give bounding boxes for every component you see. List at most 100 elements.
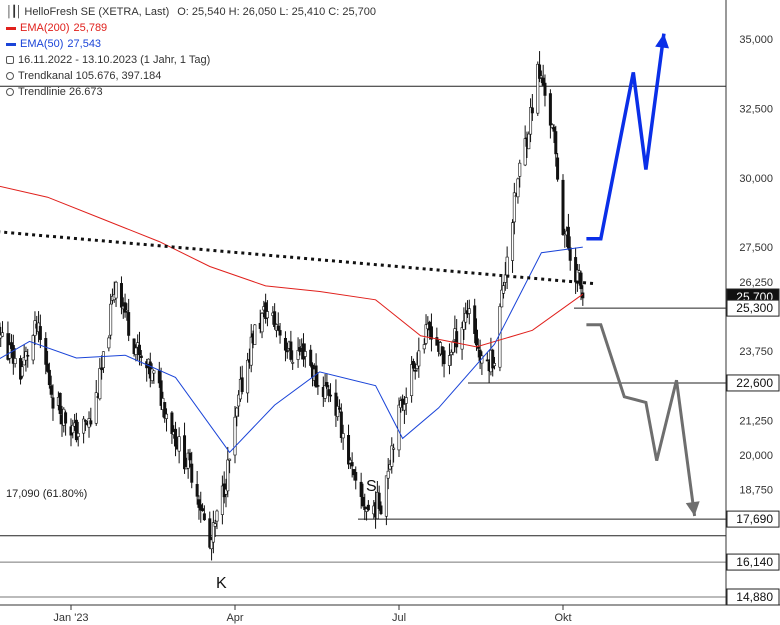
horizontal-levels [0, 85, 726, 598]
range-icon [6, 56, 14, 64]
candle-body [464, 313, 468, 323]
candle-body [348, 459, 352, 464]
candle-body [411, 361, 415, 369]
candle-body [233, 416, 237, 456]
candle-body [64, 412, 68, 424]
candle-body [58, 392, 62, 414]
candle-body [561, 179, 565, 235]
y-tick-label: 20,000 [739, 450, 773, 462]
candle-body [125, 310, 129, 312]
price-box-label: 25,300 [736, 301, 773, 315]
candle-body [109, 303, 113, 336]
candle-body [500, 289, 504, 308]
candle-body [246, 359, 250, 394]
candle-body [556, 157, 560, 180]
candle-body [502, 285, 506, 294]
price-box-frame [726, 299, 780, 317]
candle-body [476, 346, 480, 349]
candle-body [98, 368, 102, 400]
candle-body [397, 404, 401, 451]
candle-body [289, 341, 293, 360]
candle-body [165, 413, 169, 419]
candle-body [273, 311, 277, 327]
candle-body [291, 362, 295, 364]
candle-body [413, 369, 417, 372]
candle-body [237, 394, 241, 407]
candle-body [474, 329, 478, 346]
candle-body [224, 488, 228, 495]
candle-body [361, 496, 365, 507]
candle-body [485, 359, 489, 362]
ohlc-values: O: 25,540 H: 26,050 L: 25,410 C: 25,700 [177, 6, 377, 18]
candle-body [188, 452, 192, 461]
ema200-swatch [6, 26, 16, 30]
trendlinie-label: Trendlinie 26.673 [18, 86, 103, 98]
candle-body [435, 337, 439, 346]
price-box-frame [726, 588, 780, 606]
candle-body [47, 369, 51, 386]
candle-body [26, 354, 30, 357]
candle-body [523, 138, 527, 166]
candle-body [359, 481, 363, 497]
instrument-title: HelloFresh SE (XETRA, Last) [24, 6, 170, 18]
candle-body [323, 385, 327, 399]
candle-body [384, 475, 388, 517]
fibonacci-level-label: 17,090 (61.80%) [6, 488, 87, 500]
candle-body [347, 435, 351, 465]
candle-body [260, 313, 264, 333]
ema50-value: 27,543 [67, 38, 102, 50]
candle-body [210, 539, 214, 550]
candle-body [505, 256, 509, 276]
candle-body [447, 355, 451, 366]
candle-body [82, 418, 86, 434]
trendkanal-icon [6, 72, 14, 80]
candle-body [0, 334, 3, 339]
candle-body [264, 302, 268, 319]
price-box-label: 17,690 [736, 512, 773, 526]
candle-body [76, 433, 80, 437]
candle-body [186, 452, 190, 469]
y-tick-label: 32,500 [739, 103, 773, 115]
candle-body [518, 162, 522, 177]
candle-body [536, 63, 540, 114]
candle-body [11, 345, 15, 364]
price-box: 17,690 [726, 510, 780, 528]
candle-body [132, 338, 136, 354]
candle-body [20, 366, 24, 377]
bearish-scenario-arrow [586, 323, 697, 517]
candle-body [581, 292, 585, 299]
candle-body [114, 281, 118, 299]
candle-body [550, 124, 554, 128]
candle-body [392, 447, 396, 450]
candle-body [202, 513, 206, 521]
candle-body [177, 436, 181, 452]
ema200-line [0, 185, 584, 348]
ema50-label: EMA(50) [20, 38, 64, 50]
trendkanal-label: Trendkanal 105.676, 397.184 [18, 70, 162, 82]
candle-body [568, 247, 572, 261]
annotation-k: K [216, 575, 227, 592]
candle-body [83, 420, 87, 422]
candle-body [377, 492, 381, 510]
candle-body [249, 336, 253, 366]
candle-body [278, 330, 282, 336]
ema50-line [0, 246, 583, 454]
y-tick-label: 23,750 [739, 346, 773, 358]
candle-body [538, 64, 542, 79]
candle-body [339, 411, 343, 439]
candle-body [498, 306, 502, 368]
candle-body [303, 351, 307, 357]
candle-body [527, 133, 531, 150]
ema200-label: EMA(200) [20, 22, 70, 34]
candle-body [530, 107, 534, 114]
x-tick-label: Apr [226, 612, 243, 624]
candle-body [554, 131, 558, 155]
candle-body [89, 420, 93, 425]
x-tick-label: Jul [392, 612, 406, 624]
candle-body [415, 364, 419, 369]
candle-body [240, 377, 244, 392]
candle-body [552, 126, 556, 132]
candle-body [100, 367, 104, 371]
candle-body [316, 385, 320, 387]
candle-body [226, 459, 230, 492]
